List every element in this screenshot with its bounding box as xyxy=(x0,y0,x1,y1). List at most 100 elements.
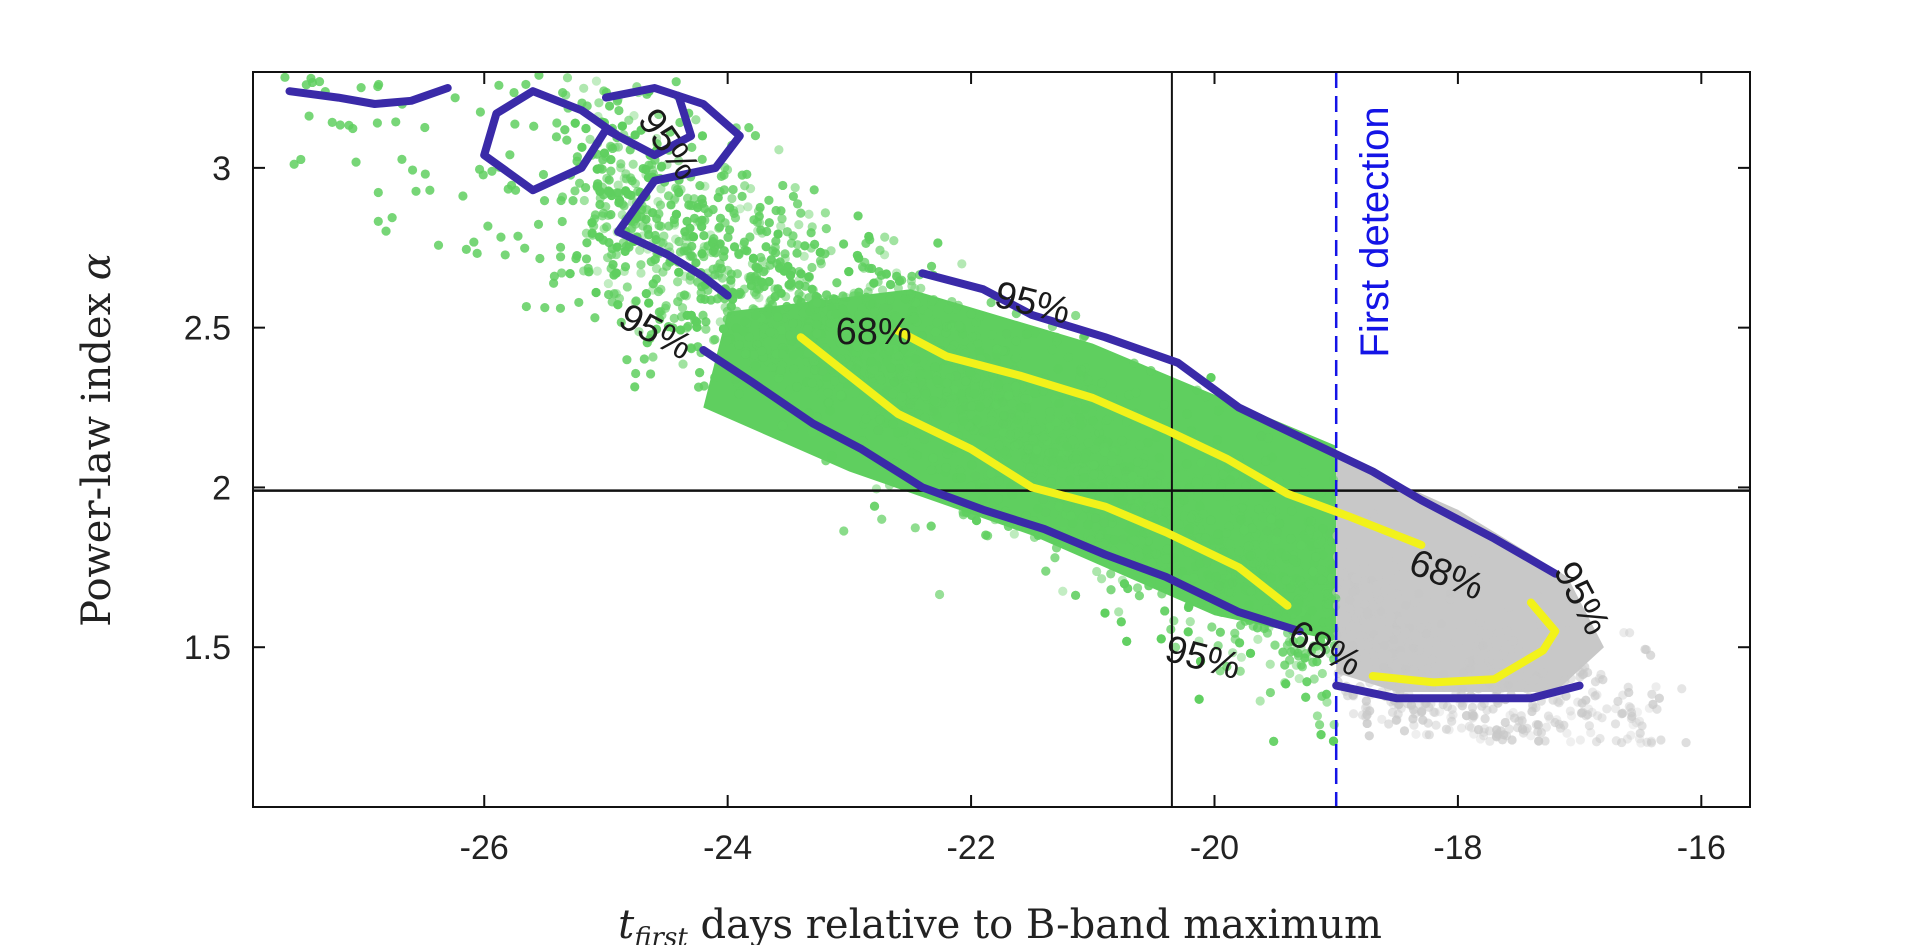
scatter-point xyxy=(1083,374,1093,384)
scatter-point xyxy=(692,322,702,332)
scatter-point xyxy=(1504,602,1514,612)
scatter-point xyxy=(1050,553,1060,563)
scatter-point xyxy=(673,277,683,287)
scatter-point xyxy=(469,237,479,247)
scatter-point xyxy=(1107,392,1117,402)
scatter-point xyxy=(560,125,570,135)
scatter-point xyxy=(881,311,892,321)
scatter-point xyxy=(555,252,566,262)
scatter-point xyxy=(1416,707,1427,717)
scatter-point xyxy=(857,334,867,344)
scatter-point xyxy=(1584,721,1595,731)
scatter-point xyxy=(1175,443,1185,454)
scatter-point xyxy=(1518,728,1529,738)
scatter-point xyxy=(1409,705,1419,715)
scatter-point xyxy=(621,186,631,196)
scatter-point xyxy=(1054,398,1064,409)
scatter-point xyxy=(1681,737,1691,748)
scatter-point xyxy=(957,259,967,269)
scatter-point xyxy=(608,260,618,270)
scatter-point xyxy=(1581,695,1591,705)
scatter-point xyxy=(844,266,854,277)
scatter-point xyxy=(657,161,667,171)
scatter-point xyxy=(777,214,787,224)
scatter-point xyxy=(1047,345,1058,355)
scatter-point xyxy=(1624,687,1634,698)
scatter-point xyxy=(754,293,764,303)
scatter-point xyxy=(1263,433,1273,443)
scatter-point xyxy=(1450,619,1460,629)
scatter-point xyxy=(722,314,732,324)
scatter-point xyxy=(993,494,1003,504)
scatter-point xyxy=(1532,683,1542,693)
scatter-point xyxy=(757,256,768,266)
scatter-point xyxy=(1141,493,1152,503)
scatter-point xyxy=(627,176,637,186)
scatter-point xyxy=(1462,626,1472,637)
scatter-point xyxy=(972,415,982,425)
scatter-point xyxy=(1416,623,1426,633)
scatter-point xyxy=(1193,513,1203,523)
scatter-point xyxy=(1504,724,1514,734)
scatter-point xyxy=(786,238,797,248)
scatter-point xyxy=(777,349,787,359)
scatter-point xyxy=(893,283,903,293)
x-axis-title-sub: first xyxy=(632,923,688,945)
scatter-point xyxy=(894,364,905,374)
scatter-point xyxy=(1387,639,1397,649)
scatter-point xyxy=(1236,514,1246,525)
scatter-point xyxy=(654,209,664,219)
scatter-point xyxy=(711,248,721,258)
scatter-point xyxy=(372,118,382,128)
scatter-point xyxy=(1417,570,1427,580)
scatter-point xyxy=(1536,728,1546,738)
scatter-point xyxy=(1207,622,1217,632)
scatter-point xyxy=(1361,696,1371,706)
scatter-point xyxy=(1390,650,1400,660)
scatter-point xyxy=(1288,555,1298,565)
scatter-point xyxy=(669,313,679,323)
scatter-point xyxy=(1388,635,1399,645)
scatter-point xyxy=(1305,525,1315,535)
scatter-point xyxy=(748,253,759,263)
scatter-point xyxy=(966,481,976,491)
scatter-point xyxy=(969,388,980,399)
scatter-point xyxy=(893,351,904,361)
scatter-point xyxy=(1169,616,1179,626)
scatter-point xyxy=(723,232,733,243)
scatter-point xyxy=(1446,712,1456,722)
scatter-point xyxy=(1092,566,1102,577)
scatter-point xyxy=(916,377,926,387)
scatter-point xyxy=(1118,519,1128,529)
scatter-point xyxy=(947,296,957,307)
scatter-point xyxy=(1265,687,1276,698)
scatter-point xyxy=(1350,586,1361,596)
scatter-point xyxy=(1235,574,1245,584)
scatter-point xyxy=(793,240,803,250)
scatter-point xyxy=(956,472,966,483)
scatter-point xyxy=(327,117,337,127)
scatter-point xyxy=(648,352,658,362)
scatter-point xyxy=(1480,714,1490,724)
scatter-point xyxy=(1631,717,1641,728)
scatter-point xyxy=(886,363,896,373)
scatter-point xyxy=(314,76,325,87)
scatter-point xyxy=(1401,664,1411,674)
scatter-point xyxy=(1214,581,1224,591)
x-tick-label: -24 xyxy=(703,829,752,867)
scatter-point xyxy=(1296,636,1306,646)
scatter-point xyxy=(889,377,899,387)
scatter-point xyxy=(1254,504,1264,514)
scatter-point xyxy=(1625,628,1635,638)
scatter-point xyxy=(1391,715,1401,725)
scatter-point xyxy=(411,186,421,196)
scatter-point xyxy=(961,507,971,517)
scatter-point xyxy=(1533,591,1543,601)
scatter-point xyxy=(727,193,737,204)
scatter-point xyxy=(687,142,697,152)
scatter-point xyxy=(1269,736,1279,746)
scatter-point xyxy=(1579,669,1589,679)
scatter-point xyxy=(722,336,732,346)
scatter-point xyxy=(1098,538,1109,548)
scatter-point xyxy=(1299,468,1309,478)
